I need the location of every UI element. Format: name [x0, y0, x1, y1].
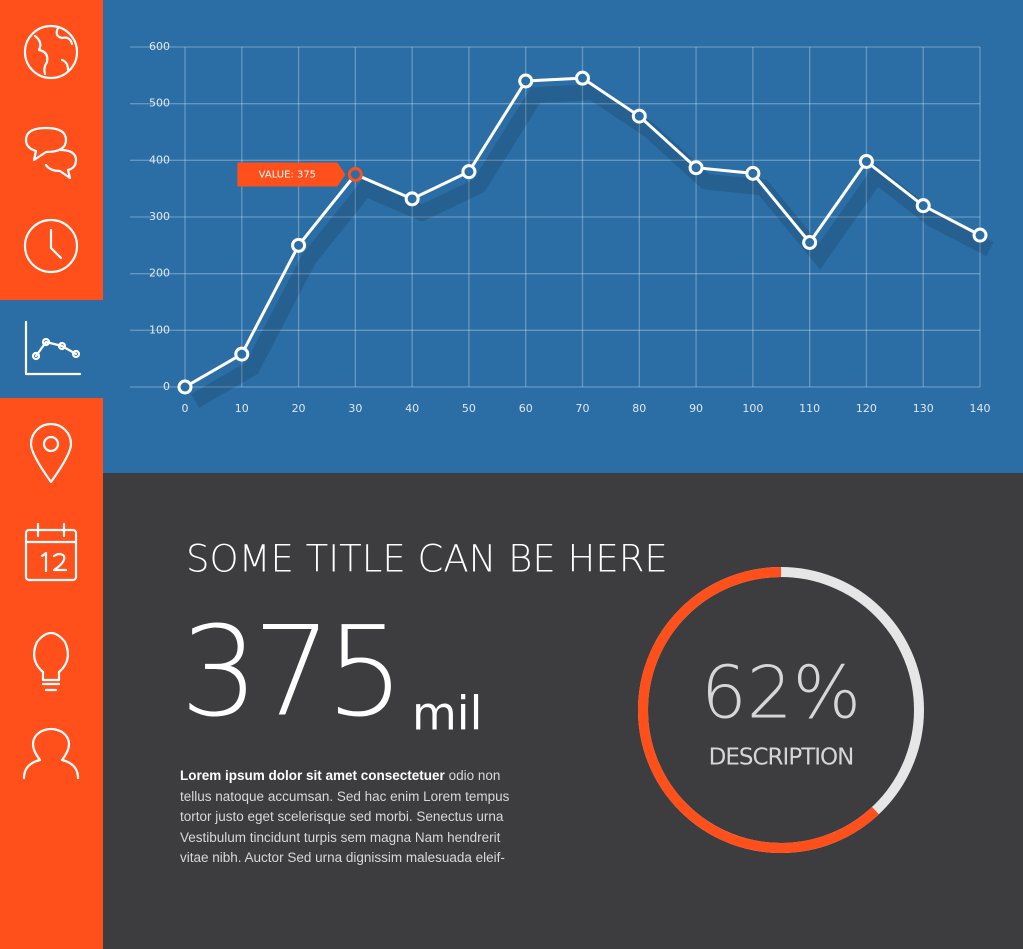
x-tick-label: 60 — [519, 402, 533, 415]
x-tick-label: 20 — [292, 402, 306, 415]
sidebar — [0, 398, 103, 949]
sidebar — [0, 0, 103, 300]
data-point — [631, 108, 647, 124]
annotation-box — [237, 162, 346, 187]
data-point — [575, 70, 590, 86]
y-tick-label: 0 — [163, 380, 170, 393]
big-unit: mil — [412, 687, 482, 741]
x-tick-label: 30 — [348, 402, 362, 415]
paragraph: Lorem ipsum dolor sit amet consectetuer … — [180, 766, 525, 869]
line-shadow — [190, 84, 994, 408]
sidebar-active[interactable] — [0, 300, 103, 398]
x-tick-label: 40 — [405, 402, 419, 415]
paragraph-body: odio non tellus natoque accumsan. Sed ha… — [180, 768, 510, 865]
data-point — [972, 227, 988, 243]
line-chart: 0 100 200 300 400 500 600 0 10 20 30 40 50 60 70 80 90 10… — [130, 40, 994, 415]
data-point — [518, 73, 534, 89]
icon-user[interactable] — [22, 727, 80, 780]
x-tick-label: 0 — [182, 402, 189, 415]
y-tick-label: 300 — [149, 210, 170, 223]
data-point — [461, 164, 477, 180]
info-panel — [103, 473, 1023, 949]
icon-calendar[interactable] — [24, 522, 78, 582]
y-tick-label: 200 — [149, 267, 170, 280]
x-tick-label: 10 — [235, 402, 249, 415]
icon-clock[interactable] — [23, 218, 79, 274]
y-tick-label: 100 — [149, 323, 170, 336]
data-point — [915, 198, 931, 214]
x-tick-label: 140 — [970, 402, 991, 415]
x-tick-label: 90 — [689, 402, 703, 415]
donut-value: 62% — [701, 651, 861, 735]
donut-arc — [638, 567, 879, 853]
data-point — [177, 379, 193, 395]
y-tick-label: 500 — [149, 97, 170, 110]
data-point — [802, 235, 818, 250]
x-tick-label: 130 — [913, 402, 934, 415]
x-tick-label: 100 — [742, 402, 763, 415]
data-point — [688, 160, 704, 176]
panel-title: SOME TITLE CAN BE HERE — [186, 538, 668, 581]
x-tick-label: 70 — [576, 402, 590, 415]
donut-chart: 62% DESCRIPTION — [638, 567, 924, 853]
y-tick-label: 400 — [149, 153, 170, 166]
data-point — [291, 237, 307, 253]
x-tick-label: 110 — [799, 402, 820, 415]
icon-chat[interactable] — [24, 126, 78, 180]
icon-bulb[interactable] — [32, 631, 70, 692]
data-point — [404, 191, 420, 207]
x-tick-label: 120 — [856, 402, 877, 415]
icon-globe[interactable] — [23, 24, 79, 80]
data-point — [234, 346, 250, 362]
big-value: 375 — [180, 600, 399, 744]
data-point — [858, 153, 874, 169]
data-point — [745, 165, 761, 181]
icon-pin[interactable] — [29, 422, 73, 484]
x-tick-label: 80 — [632, 402, 646, 415]
icon-chart[interactable] — [24, 320, 82, 376]
data-point — [347, 167, 363, 182]
paragraph-lead: Lorem ipsum dolor sit amet consectetuer — [180, 768, 445, 783]
annotation: VALUE: 375 — [259, 170, 316, 181]
y-tick-label: 600 — [149, 40, 170, 53]
x-tick-label: 50 — [462, 402, 476, 415]
donut-label: DESCRIPTION — [709, 745, 854, 771]
